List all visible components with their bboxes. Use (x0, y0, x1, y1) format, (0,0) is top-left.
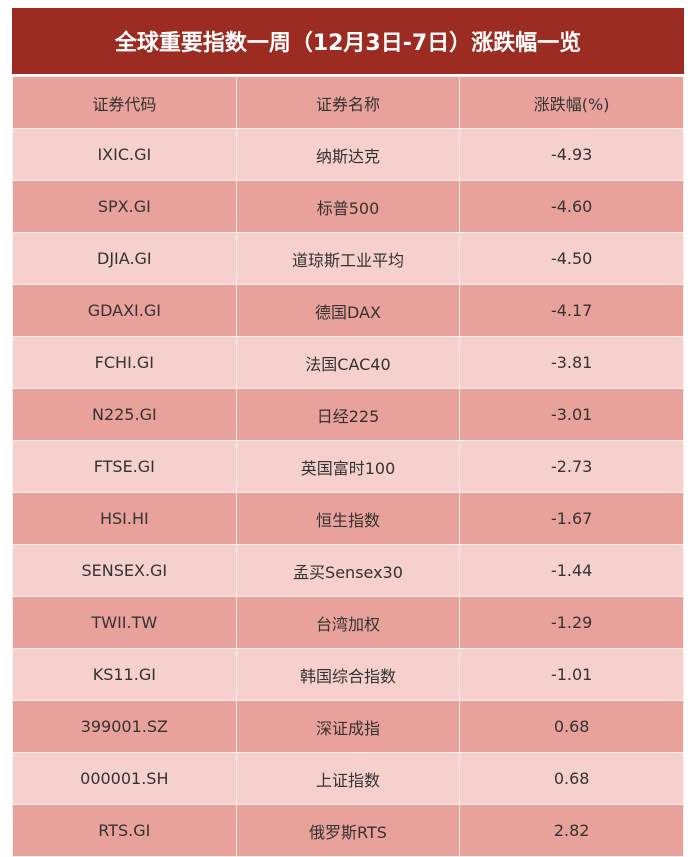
cell-code: IXIC.GI (12, 128, 237, 181)
header-name: 证券名称 (235, 76, 461, 129)
cell-change: -1.01 (459, 648, 684, 701)
cell-code: TWII.TW (12, 596, 237, 649)
table-title: 全球重要指数一周（12月3日-7日）涨跌幅一览 (12, 8, 684, 74)
table-row: RTS.GI 俄罗斯RTS 2.82 (12, 804, 684, 857)
index-table-card: 全球重要指数一周（12月3日-7日）涨跌幅一览 证券代码 证券名称 涨跌幅(%)… (12, 8, 684, 857)
cell-code: FTSE.GI (12, 440, 237, 493)
cell-name: 韩国综合指数 (235, 648, 461, 701)
cell-change: -1.67 (459, 492, 684, 545)
cell-name: 台湾加权 (235, 596, 461, 649)
table-row: IXIC.GI 纳斯达克 -4.93 (12, 128, 684, 181)
cell-change: -3.81 (459, 336, 684, 389)
cell-code: HSI.HI (12, 492, 237, 545)
cell-name: 上证指数 (235, 752, 461, 805)
cell-code: GDAXI.GI (12, 284, 237, 337)
cell-change: 2.82 (459, 804, 684, 857)
cell-name: 标普500 (235, 180, 461, 233)
cell-name: 日经225 (235, 388, 461, 441)
cell-code: N225.GI (12, 388, 237, 441)
cell-change: -4.50 (459, 232, 684, 285)
cell-code: DJIA.GI (12, 232, 237, 285)
cell-change: -3.01 (459, 388, 684, 441)
cell-change: -4.17 (459, 284, 684, 337)
table-row: DJIA.GI 道琼斯工业平均 -4.50 (12, 232, 684, 285)
cell-code: SPX.GI (12, 180, 237, 233)
table-row: FCHI.GI 法国CAC40 -3.81 (12, 336, 684, 389)
cell-change: -2.73 (459, 440, 684, 493)
cell-code: KS11.GI (12, 648, 237, 701)
table-row: N225.GI 日经225 -3.01 (12, 388, 684, 441)
cell-name: 孟买Sensex30 (235, 544, 461, 597)
cell-name: 英国富时100 (235, 440, 461, 493)
cell-change: 0.68 (459, 752, 684, 805)
cell-change: 0.68 (459, 700, 684, 753)
header-code: 证券代码 (12, 76, 237, 129)
table-row: SENSEX.GI 孟买Sensex30 -1.44 (12, 544, 684, 597)
cell-name: 法国CAC40 (235, 336, 461, 389)
cell-name: 恒生指数 (235, 492, 461, 545)
cell-code: SENSEX.GI (12, 544, 237, 597)
cell-change: -1.44 (459, 544, 684, 597)
cell-name: 道琼斯工业平均 (235, 232, 461, 285)
cell-change: -1.29 (459, 596, 684, 649)
cell-name: 俄罗斯RTS (235, 804, 461, 857)
table-row: 399001.SZ 深证成指 0.68 (12, 700, 684, 753)
cell-code: 000001.SH (12, 752, 237, 805)
cell-name: 德国DAX (235, 284, 461, 337)
cell-change: -4.93 (459, 128, 684, 181)
cell-code: 399001.SZ (12, 700, 237, 753)
cell-name: 深证成指 (235, 700, 461, 753)
table-row: 000001.SH 上证指数 0.68 (12, 752, 684, 805)
cell-code: FCHI.GI (12, 336, 237, 389)
header-change: 涨跌幅(%) (459, 76, 684, 129)
table-row: TWII.TW 台湾加权 -1.29 (12, 596, 684, 649)
table-row: HSI.HI 恒生指数 -1.67 (12, 492, 684, 545)
table-row: FTSE.GI 英国富时100 -2.73 (12, 440, 684, 493)
table-row: KS11.GI 韩国综合指数 -1.01 (12, 648, 684, 701)
index-table: 证券代码 证券名称 涨跌幅(%) IXIC.GI 纳斯达克 -4.93 SPX.GI 标… (12, 76, 684, 857)
cell-name: 纳斯达克 (235, 128, 461, 181)
cell-change: -4.60 (459, 180, 684, 233)
header-row: 证券代码 证券名称 涨跌幅(%) (12, 76, 684, 129)
table-row: GDAXI.GI 德国DAX -4.17 (12, 284, 684, 337)
cell-code: RTS.GI (12, 804, 237, 857)
table-row: SPX.GI 标普500 -4.60 (12, 180, 684, 233)
